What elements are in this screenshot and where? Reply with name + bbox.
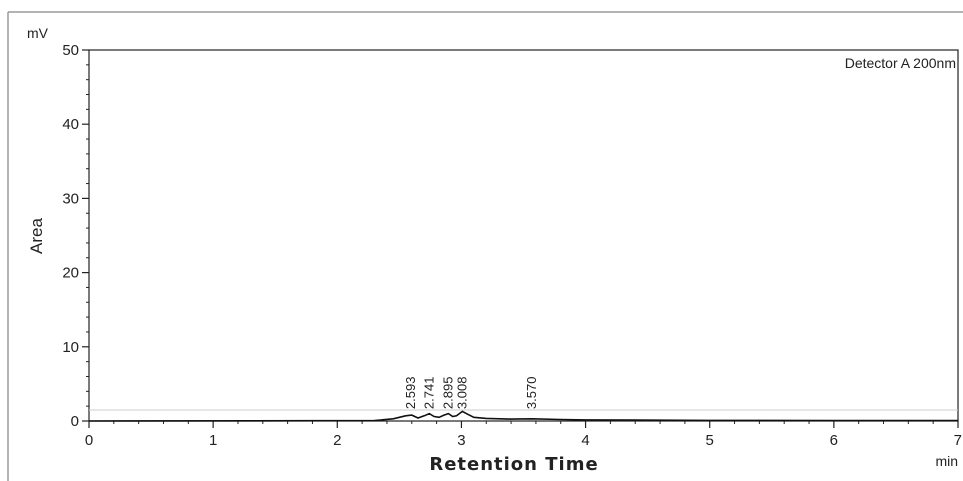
detector-label: Detector A 200nm — [845, 55, 956, 71]
peak-label: 2.741 — [421, 377, 436, 410]
y-tick-label: 10 — [62, 339, 79, 356]
x-tick-label: 3 — [457, 432, 465, 449]
y-tick-label: 0 — [71, 413, 79, 430]
x-tick-label: 5 — [706, 432, 714, 449]
x-tick-label: 7 — [954, 432, 962, 449]
y-unit-label: mV — [27, 25, 49, 41]
x-tick-label: 2 — [333, 432, 341, 449]
plot-area: 0 10 20 30 40 50 0 1 2 3 4 5 6 7 2.593 2.741 2.895 3.00… — [62, 42, 962, 449]
x-tick-label: 6 — [830, 432, 838, 449]
y-tick-label: 30 — [62, 190, 79, 207]
peak-label: 3.008 — [454, 377, 469, 410]
chromatogram-trace — [88, 410, 958, 422]
y-tick-label: 20 — [62, 265, 79, 282]
x-axis-title: Retention Time — [429, 454, 598, 475]
x-unit-label: min — [935, 453, 958, 469]
x-axis: 0 1 2 3 4 5 6 7 — [85, 421, 962, 449]
x-tick-label: 0 — [85, 432, 93, 449]
peak-label: 2.895 — [440, 377, 455, 410]
peak-label: 3.570 — [524, 377, 539, 410]
peak-label: 2.593 — [403, 377, 418, 410]
x-tick-label: 1 — [209, 432, 217, 449]
plot-frame — [88, 49, 959, 422]
y-axis-title: Area — [27, 218, 46, 254]
y-axis: 0 10 20 30 40 50 — [62, 42, 89, 430]
y-tick-label: 40 — [62, 116, 79, 133]
x-tick-label: 4 — [581, 432, 589, 449]
peak-labels: 2.593 2.741 2.895 3.008 3.570 — [403, 377, 539, 410]
y-tick-label: 50 — [62, 42, 79, 59]
